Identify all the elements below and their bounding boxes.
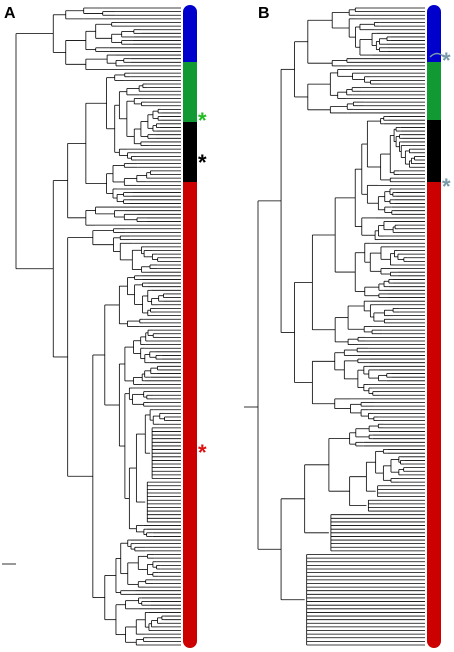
cluster-bar bbox=[427, 62, 441, 120]
asterisk: * bbox=[198, 150, 207, 175]
cluster-bar bbox=[183, 122, 197, 182]
panel-label: B bbox=[258, 5, 270, 22]
bracket bbox=[429, 52, 445, 58]
dendrogram-a bbox=[2, 7, 181, 646]
asterisk: * bbox=[198, 108, 207, 133]
cluster-bar bbox=[183, 182, 197, 640]
cluster-bar bbox=[427, 182, 441, 640]
dendrogram-b bbox=[244, 7, 425, 646]
asterisk: * bbox=[442, 174, 451, 199]
asterisk: * bbox=[442, 48, 451, 73]
cluster-bar bbox=[183, 62, 197, 122]
cluster-bar bbox=[427, 120, 441, 182]
cluster-bar bbox=[427, 13, 441, 62]
asterisk: * bbox=[198, 440, 207, 465]
cluster-bar bbox=[183, 13, 197, 62]
panel-label: A bbox=[4, 5, 16, 22]
